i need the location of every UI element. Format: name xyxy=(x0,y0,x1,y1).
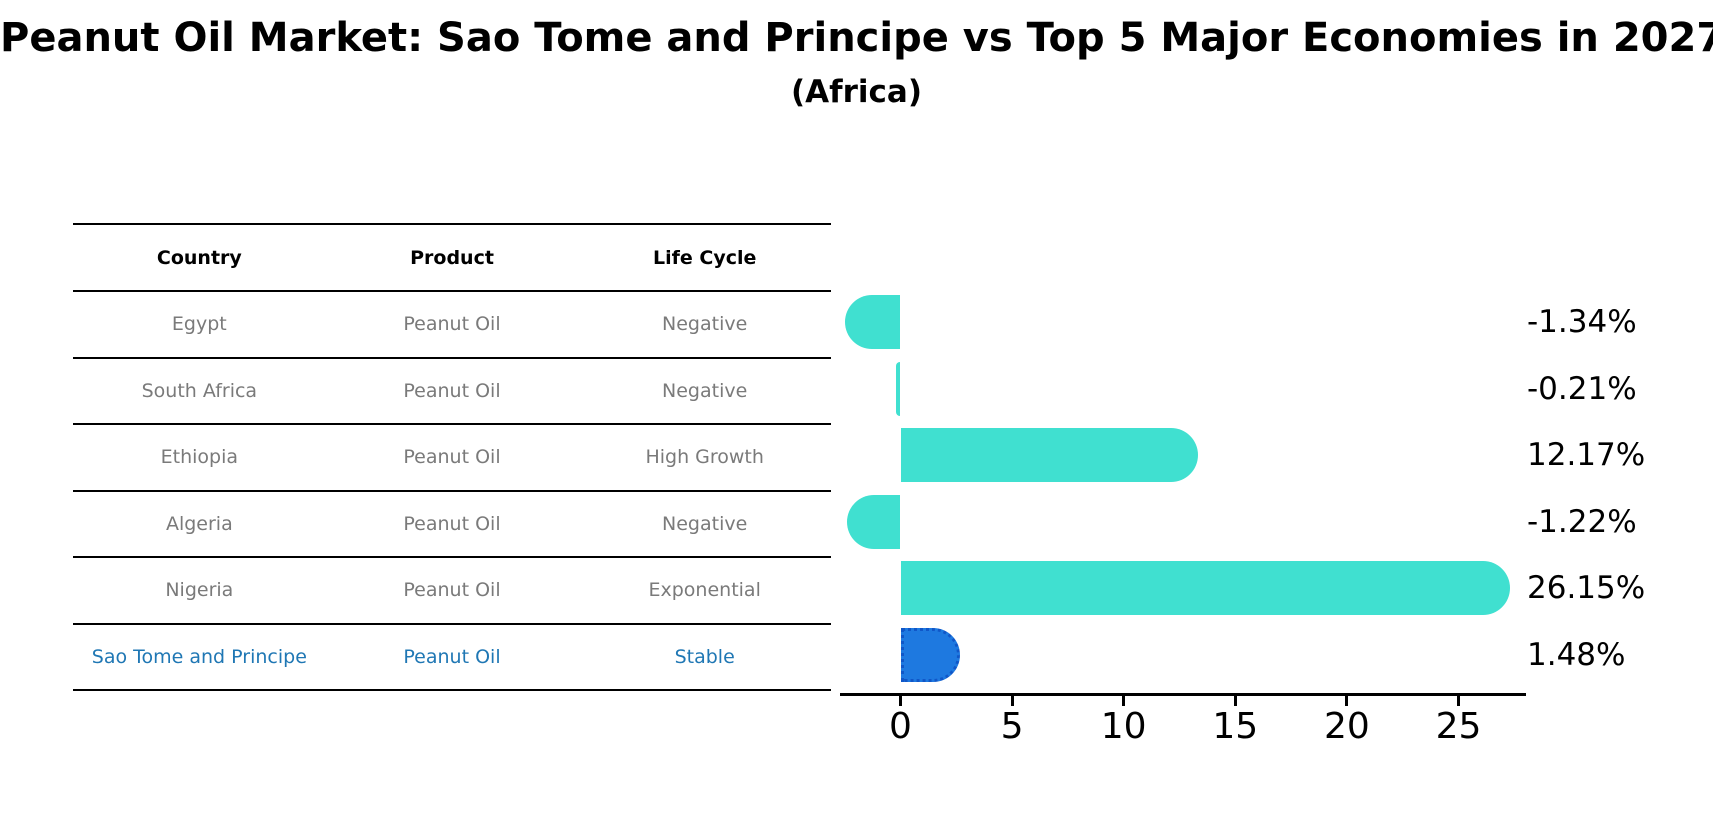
value-label-south-africa: -0.21% xyxy=(1527,370,1637,407)
table-row-egypt: Egypt Peanut Oil Negative xyxy=(73,292,831,359)
x-axis-tick xyxy=(1345,696,1349,706)
bar-egypt xyxy=(844,295,901,349)
summary-table: Country Product Life Cycle Egypt Peanut … xyxy=(73,223,831,691)
column-header-product: Product xyxy=(410,246,494,269)
x-axis-line xyxy=(840,693,1526,696)
value-label-egypt: -1.34% xyxy=(1527,304,1637,340)
bar-ethiopia xyxy=(900,428,1199,482)
cell-life-cycle: Exponential xyxy=(648,579,761,602)
cell-product: Peanut Oil xyxy=(403,645,501,668)
x-axis-tick xyxy=(1010,696,1014,706)
value-label-sao-tome-and-principe: 1.48% xyxy=(1527,636,1626,673)
table-row-algeria: Algeria Peanut Oil Negative xyxy=(73,492,831,558)
cell-product: Peanut Oil xyxy=(403,379,501,402)
bar-algeria xyxy=(847,494,901,549)
x-axis-tick-label: 10 xyxy=(1100,706,1147,747)
cell-country: Algeria xyxy=(165,512,233,535)
x-axis-tick xyxy=(1233,696,1237,706)
value-label-ethiopia: 12.17% xyxy=(1527,437,1646,473)
x-axis-tick xyxy=(899,696,902,706)
cell-life-cycle: Stable xyxy=(674,645,735,668)
cell-country: South Africa xyxy=(141,379,258,402)
cell-product: Peanut Oil xyxy=(403,313,501,336)
cell-product: Peanut Oil xyxy=(403,579,501,602)
table-header-row: Country Product Life Cycle xyxy=(73,225,831,292)
page-title: Peanut Oil Market: Sao Tome and Principe… xyxy=(0,15,1713,61)
bar-nigeria xyxy=(900,561,1511,615)
x-axis-tick xyxy=(1457,696,1460,706)
value-label-algeria: -1.22% xyxy=(1527,503,1637,540)
x-axis-tick-label: 20 xyxy=(1323,706,1370,747)
table-row-sao-tome-and-principe: Sao Tome and Principe Peanut Oil Stable xyxy=(73,625,831,691)
cell-country: Egypt xyxy=(171,313,227,336)
page-subtitle: (Africa) xyxy=(790,74,923,110)
table-row-ethiopia: Ethiopia Peanut Oil High Growth xyxy=(73,425,831,492)
value-label-nigeria: 26.15% xyxy=(1527,570,1646,606)
x-axis-tick-label: 5 xyxy=(1000,706,1024,747)
column-header-life-cycle: Life Cycle xyxy=(652,246,757,269)
cell-product: Peanut Oil xyxy=(403,446,501,469)
cell-life-cycle: Negative xyxy=(662,379,748,402)
cell-country: Nigeria xyxy=(165,579,234,602)
x-axis-tick-label: 25 xyxy=(1435,706,1482,747)
cell-country: Sao Tome and Principe xyxy=(91,645,307,668)
cell-life-cycle: High Growth xyxy=(645,446,764,469)
column-header-country: Country xyxy=(156,246,242,269)
x-axis-tick-label: 15 xyxy=(1212,706,1259,747)
table-row-nigeria: Nigeria Peanut Oil Exponential xyxy=(73,558,831,625)
cell-life-cycle: Negative xyxy=(662,313,748,336)
table-row-south-africa: South Africa Peanut Oil Negative xyxy=(73,359,831,425)
x-axis-tick-label: 0 xyxy=(889,706,912,747)
cell-product: Peanut Oil xyxy=(403,512,501,535)
cell-life-cycle: Negative xyxy=(662,512,748,535)
bar-sao-tome-and-principe xyxy=(900,627,960,682)
bar-south-africa xyxy=(895,361,901,416)
x-axis-tick xyxy=(1122,696,1126,706)
cell-country: Ethiopia xyxy=(160,446,239,469)
